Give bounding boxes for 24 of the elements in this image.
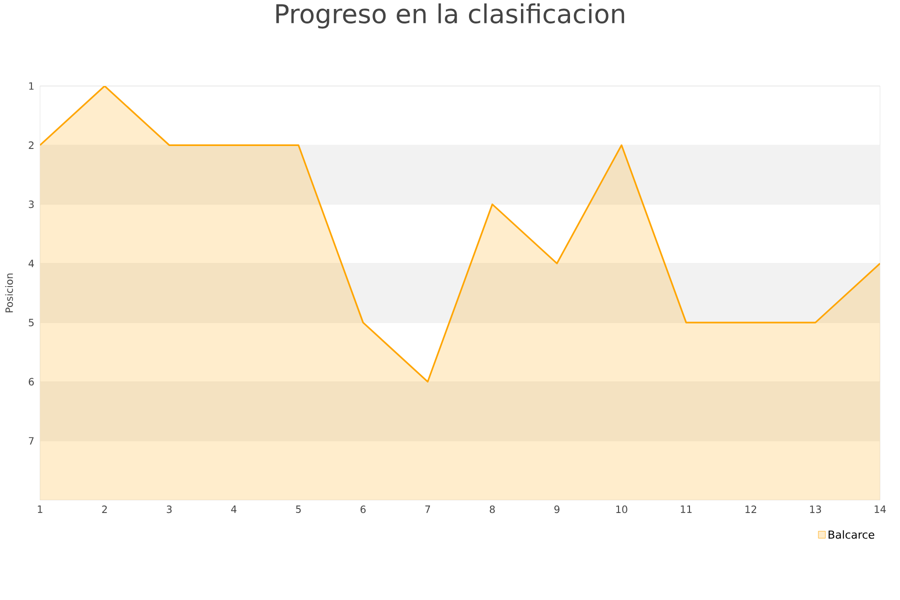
y-tick-label: 6	[28, 378, 34, 386]
y-tick-label: 2	[28, 141, 34, 149]
y-tick-label: 3	[28, 200, 34, 208]
x-tick-label: 2	[102, 506, 107, 513]
x-tick-label: 6	[360, 506, 366, 514]
y-tick-label: 1	[29, 82, 34, 90]
y-tick-label: 7	[28, 437, 34, 445]
y-tick-label: 4	[28, 260, 34, 268]
x-tick-label: 9	[554, 506, 560, 514]
y-tick-label: 5	[28, 318, 34, 326]
x-tick-label: 13	[810, 506, 821, 514]
x-tick-label: 1	[38, 506, 42, 513]
x-tick-label: 7	[425, 506, 430, 513]
x-tick-label: 14	[874, 506, 886, 513]
x-tick-label: 10	[616, 506, 628, 514]
x-tick-label: 4	[231, 506, 236, 513]
y-axis-title: Posicion	[5, 274, 13, 312]
x-tick-label: 3	[166, 506, 172, 514]
x-tick-label: 11	[680, 506, 692, 513]
x-tick-label: 8	[490, 506, 495, 514]
x-tick-label: 5	[296, 506, 301, 513]
legend-label: Balcarce	[828, 530, 874, 539]
x-tick-label: 12	[746, 506, 756, 513]
chart-title: Progreso en la clasificacion	[276, 3, 624, 29]
